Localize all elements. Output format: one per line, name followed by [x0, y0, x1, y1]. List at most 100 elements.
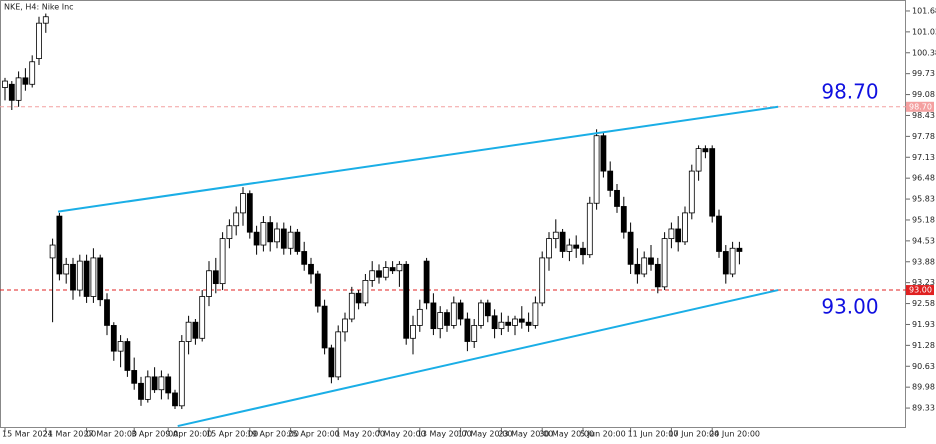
x-tick-label: 17 Jun 20:00 [668, 430, 719, 439]
candle-body [117, 341, 124, 352]
chart-title: NKE, H4: Nike Inc [4, 3, 74, 12]
y-tick-label: 92.58 [912, 299, 935, 308]
candle-body [423, 260, 430, 304]
y-tick-label: 101.03 [912, 27, 936, 36]
candle-body [498, 321, 505, 330]
candle-body [573, 244, 580, 249]
candle-body [165, 376, 172, 394]
candle-body [525, 321, 532, 326]
candle-body [342, 318, 348, 333]
x-tick-label: 9 Apr 20:00 [165, 430, 212, 439]
x-tick-label: 25 Apr 20:00 [288, 430, 340, 439]
candle-body [348, 292, 355, 320]
candle-body [151, 376, 158, 391]
candle-body [729, 247, 736, 275]
x-tick-label: 24 Jun 20:00 [709, 430, 760, 439]
candle-body [586, 202, 593, 256]
candle-body [614, 189, 620, 207]
y-tick-label: 94.53 [912, 236, 935, 245]
candle-body [654, 263, 661, 288]
trend-line [57, 105, 779, 213]
candle-body [22, 77, 29, 85]
candle-body [124, 341, 131, 371]
candle-body [552, 231, 559, 240]
candle-body [131, 370, 138, 384]
candle-body [192, 321, 199, 339]
candle-body [702, 148, 709, 153]
candle-body [8, 83, 15, 101]
candle-body [716, 215, 722, 252]
candle-body [539, 257, 546, 304]
candle-body [260, 222, 267, 246]
level-tag-label: 93.00 [909, 286, 932, 295]
candle-body [144, 376, 151, 400]
candle-body [682, 212, 688, 243]
candle-body [280, 228, 287, 249]
candle-body [212, 270, 219, 285]
candle-body [70, 263, 76, 291]
candle-body [478, 302, 484, 326]
candle-body [314, 273, 321, 307]
candle-body [328, 347, 335, 378]
y-tick-label: 101.68 [912, 6, 936, 15]
x-tick-label: 11 Jun 20:00 [628, 430, 679, 439]
candle-body [274, 228, 280, 243]
level-tag [906, 285, 934, 296]
x-tick-label: 7 May 20:00 [376, 430, 426, 439]
candle-body [110, 325, 117, 352]
candle-body [301, 251, 308, 265]
level-annotation: 93.00 [821, 295, 878, 319]
candle-body [158, 376, 165, 391]
candle-body [321, 305, 328, 349]
candle-body [709, 148, 716, 217]
y-tick-label: 90.63 [912, 362, 935, 371]
y-tick-label: 100.38 [912, 48, 936, 57]
x-tick-label: 27 Mar 20:00 [84, 430, 137, 439]
candle-body [172, 392, 178, 407]
candle-body [593, 135, 600, 204]
candle-body [335, 331, 342, 378]
plot-frame [0, 0, 906, 428]
x-tick-label: 21 Mar 20:00 [43, 430, 96, 439]
candle-body [185, 321, 192, 342]
candle-body [668, 228, 675, 240]
candle-body [267, 222, 274, 243]
candle-body [627, 231, 634, 265]
candle-body [722, 251, 729, 275]
candle-body [403, 263, 410, 339]
y-tick-label: 99.73 [912, 69, 935, 78]
candle-body [736, 247, 743, 252]
candle-body [410, 325, 416, 339]
candle-body [29, 61, 36, 85]
x-tick-label: 17 May 20:00 [458, 430, 513, 439]
y-tick-label: 96.48 [912, 174, 935, 183]
candle-body [464, 318, 471, 342]
level-tag-label: 98.70 [909, 102, 932, 111]
candle-body [471, 325, 478, 342]
candle-body [430, 302, 437, 330]
candle-body [15, 77, 22, 101]
candle-body [566, 244, 573, 252]
candle-body [63, 263, 70, 275]
x-tick-label: 5 Jun 20:00 [580, 430, 626, 439]
candle-body [382, 267, 389, 278]
y-tick-label: 93.23 [912, 278, 935, 287]
candle-body [512, 318, 518, 326]
candle-body [104, 299, 110, 326]
candle-body [97, 257, 104, 301]
candle-body [484, 302, 491, 317]
y-tick-label: 93.88 [912, 257, 935, 266]
x-tick-label: 13 May 20:00 [417, 430, 472, 439]
candle-body [308, 263, 314, 275]
level-annotation: 98.70 [821, 79, 878, 103]
x-tick-label: 3 Apr 20:00 [131, 430, 178, 439]
x-tick-label: 15 Apr 20:00 [206, 430, 258, 439]
x-tick-label: 19 Apr 20:00 [247, 430, 299, 439]
candle-body [253, 231, 260, 246]
candle-body [355, 292, 362, 304]
candle-body [2, 80, 8, 88]
candle-body [648, 257, 654, 265]
candle-body [457, 302, 464, 320]
trend-line [177, 289, 779, 428]
